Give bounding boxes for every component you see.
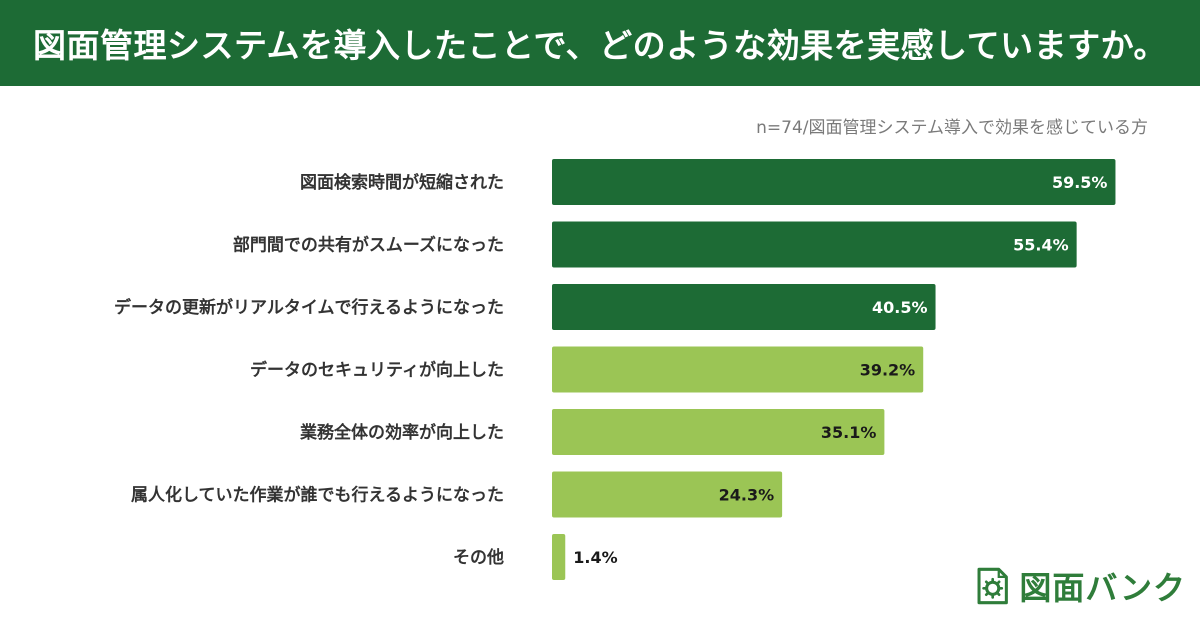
bar — [552, 159, 1116, 205]
bar — [552, 346, 924, 393]
bar — [552, 534, 566, 580]
category-label: データのセキュリティが向上した — [250, 360, 504, 381]
bar — [552, 284, 936, 330]
header-banner: 図面管理システムを導入したことで、どのような効果を実感していますか。 — [0, 0, 1200, 86]
logo-text: 図面バンク — [1019, 569, 1186, 607]
value-label: 35.1% — [821, 423, 877, 442]
category-label: 図面検索時間が短縮された — [300, 172, 504, 193]
value-label: 40.5% — [872, 298, 928, 317]
category-label: その他 — [453, 547, 504, 568]
value-label: 55.4% — [1013, 236, 1069, 255]
value-label: 1.4% — [573, 548, 617, 567]
category-label: 部門間での共有がスムーズになった — [233, 235, 504, 256]
sample-note: n=74/図面管理システム導入で効果を感じている方 — [756, 118, 1148, 138]
category-label: 業務全体の効率が向上した — [300, 422, 504, 443]
bar — [552, 471, 783, 518]
value-label: 59.5% — [1052, 173, 1108, 192]
bar — [552, 221, 1077, 268]
value-label: 24.3% — [719, 486, 775, 505]
bar — [552, 409, 885, 455]
value-label: 39.2% — [860, 361, 916, 380]
gear-document-icon — [977, 567, 1008, 605]
category-label: データの更新がリアルタイムで行えるようになった — [114, 297, 504, 318]
brand-logo: 図面バンク — [976, 560, 1186, 612]
page-title: 図面管理システムを導入したことで、どのような効果を実感していますか。 — [32, 26, 1168, 65]
category-label: 属人化していた作業が誰でも行えるようになった — [131, 485, 504, 506]
